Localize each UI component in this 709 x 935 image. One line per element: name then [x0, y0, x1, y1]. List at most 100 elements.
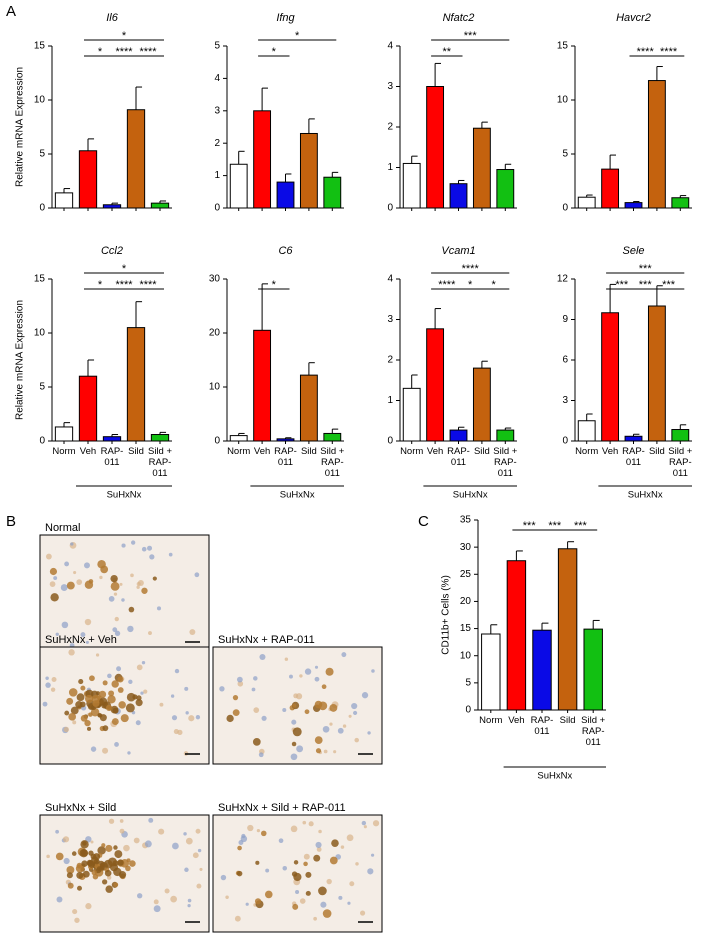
stained-cell	[111, 718, 119, 725]
significance-label: ***	[523, 520, 537, 532]
chart-title: Nfatc2	[443, 12, 475, 24]
tissue	[127, 625, 134, 633]
tissue	[361, 820, 367, 826]
stained-cell	[129, 860, 136, 867]
y-axis-label: Relative mRNA Expression	[15, 67, 26, 187]
tissue	[346, 834, 354, 842]
tissue	[45, 676, 49, 680]
tissue	[185, 711, 189, 715]
bar	[426, 328, 445, 442]
tissue	[187, 898, 192, 903]
stained-cell	[252, 738, 261, 746]
bar	[54, 426, 74, 442]
stained-cell	[111, 680, 119, 688]
bar	[583, 628, 603, 711]
y-tick-label: 35	[460, 515, 472, 526]
stained-cell	[66, 581, 75, 590]
y-tick-label: 0	[39, 203, 45, 214]
tissue	[315, 841, 322, 848]
stained-cell	[118, 701, 126, 709]
tissue	[318, 829, 322, 834]
stained-cell	[78, 679, 84, 685]
y-tick-label: 10	[34, 328, 46, 339]
tissue	[62, 836, 70, 843]
tissue	[340, 845, 345, 849]
tissue	[313, 916, 317, 921]
tissue	[148, 817, 154, 823]
tissue	[265, 868, 270, 873]
y-tick-label: 1	[387, 162, 393, 173]
tissue	[153, 899, 159, 905]
bar	[449, 429, 468, 442]
tissue	[84, 618, 92, 626]
tissue	[234, 915, 241, 922]
tissue	[136, 664, 143, 671]
x-tick-label: Norm	[227, 446, 251, 457]
bar	[647, 80, 666, 209]
tissue	[304, 668, 312, 675]
y-tick-label: 3	[387, 81, 393, 92]
stained-cell	[292, 703, 297, 708]
stained-cell	[292, 903, 299, 910]
tissue	[194, 572, 200, 578]
stained-cell	[87, 860, 96, 868]
tissue	[354, 737, 359, 743]
panel-label: A	[6, 3, 16, 20]
stained-cell	[329, 703, 338, 712]
stained-cell	[105, 885, 113, 893]
group-label: SuHxNx	[107, 490, 142, 501]
y-tick-label: 15	[34, 41, 46, 52]
bar	[150, 202, 170, 209]
significance-label: ***	[574, 520, 588, 532]
stained-cell	[84, 719, 91, 727]
y-tick-label: 6	[562, 355, 568, 366]
tissue	[49, 581, 56, 587]
tissue	[131, 710, 136, 715]
tissue	[63, 726, 69, 733]
stained-cell	[97, 846, 106, 855]
stained-cell	[110, 581, 120, 591]
y-tick-label: 5	[465, 677, 471, 688]
stained-cell	[110, 574, 118, 583]
y-tick-label: 3	[562, 395, 568, 406]
y-tick-label: 0	[562, 203, 568, 214]
bar	[671, 429, 690, 442]
tissue	[60, 584, 68, 591]
significance-label: *	[98, 279, 103, 291]
tissue	[256, 828, 261, 833]
tissue	[56, 896, 63, 903]
significance-label: ****	[637, 46, 655, 58]
tissue	[282, 866, 288, 871]
y-axis-label: CD11b+ Cells (%)	[441, 575, 452, 655]
stained-cell	[66, 872, 73, 879]
tissue	[130, 573, 134, 578]
tissue	[372, 820, 380, 827]
stained-cell	[304, 709, 310, 715]
y-tick-label: 0	[214, 203, 220, 214]
stained-cell	[107, 857, 117, 867]
y-tick-label: 4	[214, 73, 220, 84]
stained-cell	[68, 713, 76, 721]
tissue	[159, 702, 164, 707]
bar	[78, 150, 98, 209]
tissue	[112, 627, 118, 633]
chart-title: Havcr2	[616, 12, 651, 24]
tissue	[83, 562, 90, 569]
micrograph-label: SuHxNx + RAP-011	[218, 634, 315, 646]
tissue	[219, 686, 225, 692]
bar	[229, 163, 248, 209]
micrograph-label: SuHxNx + Sild	[45, 802, 116, 814]
tissue	[290, 753, 298, 761]
tissue	[70, 542, 74, 546]
tissue	[108, 596, 115, 602]
tissue	[371, 669, 375, 673]
significance-label: *	[272, 279, 277, 291]
stained-cell	[322, 909, 332, 918]
x-tick-label: Sild + RAP- 011	[668, 446, 693, 479]
tissue	[192, 852, 199, 859]
tissue	[351, 702, 358, 710]
stained-cell	[113, 882, 119, 888]
stained-cell	[107, 695, 116, 704]
stained-cell	[101, 843, 106, 848]
y-tick-label: 0	[387, 203, 393, 214]
